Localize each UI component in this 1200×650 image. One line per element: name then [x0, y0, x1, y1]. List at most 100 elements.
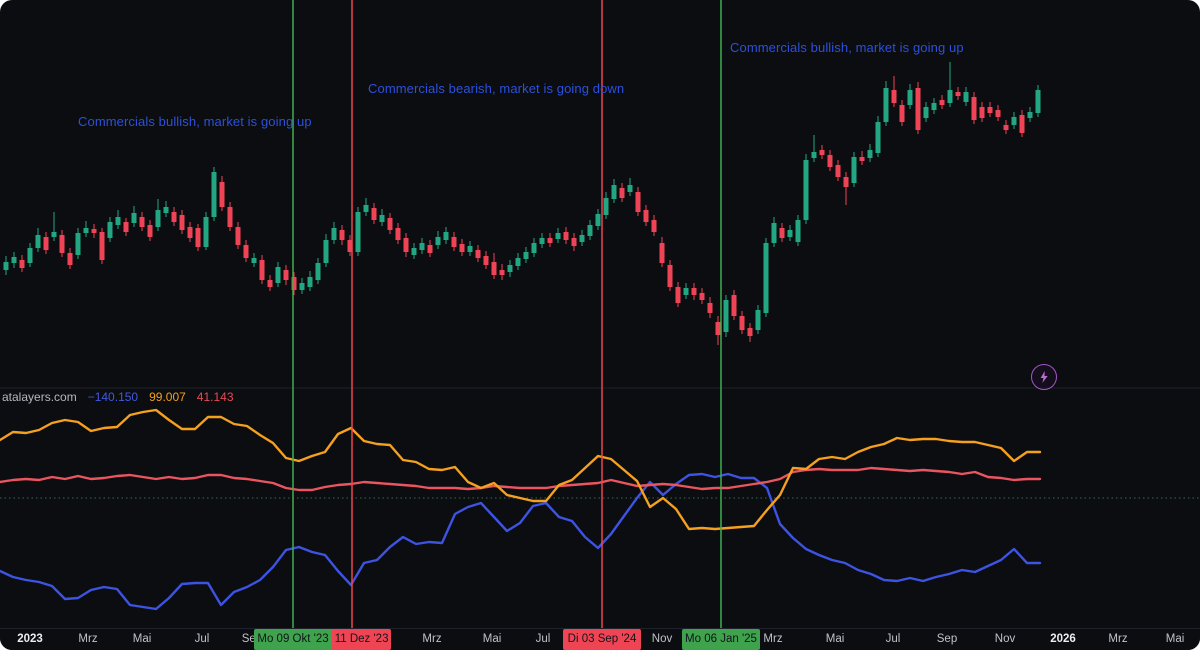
candle-body: [971, 97, 977, 120]
candle-body: [451, 237, 457, 247]
candle-body: [651, 220, 657, 232]
axis-month-label: Mrz: [422, 633, 442, 645]
candle-body: [875, 122, 881, 153]
candle-body: [963, 92, 969, 102]
candle-body: [147, 225, 153, 237]
candle-body: [195, 228, 201, 247]
candle-body: [915, 88, 921, 130]
candle-body: [795, 220, 801, 242]
candle-body: [723, 300, 729, 332]
indicator-value: 99.007: [149, 390, 186, 404]
candle-body: [347, 240, 353, 252]
candle-body: [99, 232, 105, 260]
candle-body: [339, 230, 345, 240]
candle-body: [155, 210, 161, 227]
axis-month-label: Mai: [132, 633, 152, 645]
candle-body: [883, 88, 889, 122]
candle-body: [19, 260, 25, 268]
red-line: [0, 466, 1042, 492]
candle-body: [571, 238, 577, 246]
candle-body: [619, 188, 625, 198]
candle-body: [267, 280, 273, 287]
candle-body: [787, 230, 793, 237]
candle-body: [635, 192, 641, 212]
indicator-source-label: atalayers.com: [2, 390, 77, 404]
axis-month-label: Mai: [482, 633, 502, 645]
candle-body: [131, 213, 137, 223]
candle-body: [251, 258, 257, 263]
candle-body: [819, 150, 825, 155]
candle-body: [275, 267, 281, 283]
candle-body: [299, 283, 305, 290]
candle-body: [835, 165, 841, 177]
candle-body: [731, 295, 737, 316]
lightning-icon: [1036, 369, 1052, 385]
event-date-label[interactable]: Mo 06 Jan '25: [682, 629, 760, 650]
candle-body: [627, 185, 633, 192]
axis-month-label: Mrz: [78, 633, 98, 645]
candle-body: [563, 232, 569, 240]
candle-body: [187, 227, 193, 238]
candle-body: [859, 157, 865, 161]
axis-month-label: Mrz: [1108, 633, 1128, 645]
candle-body: [43, 237, 49, 250]
candle-body: [171, 212, 177, 222]
axis-month-label: Nov: [651, 633, 673, 645]
event-date-label[interactable]: Di 03 Sep '24: [563, 629, 641, 650]
candle-body: [955, 92, 961, 96]
candle-body: [283, 270, 289, 280]
candle-body: [203, 217, 209, 247]
candle-body: [123, 222, 129, 232]
event-date-label[interactable]: Mo 09 Okt '23: [254, 629, 332, 650]
candle-body: [67, 253, 73, 265]
candle-body: [219, 182, 225, 207]
indicator-value: 41.143: [196, 390, 234, 404]
candle-body: [555, 233, 561, 239]
candle-body: [523, 252, 529, 259]
lightning-button[interactable]: [1031, 364, 1057, 390]
candle-body: [259, 260, 265, 280]
candle-body: [683, 288, 689, 295]
candle-body: [35, 235, 41, 248]
candle-body: [691, 288, 697, 295]
candle-body: [395, 228, 401, 240]
candle-body: [1027, 112, 1033, 118]
candle-body: [851, 157, 857, 183]
candle-body: [459, 244, 465, 252]
candle-body: [1011, 117, 1017, 125]
candle-body: [315, 263, 321, 280]
candle-body: [163, 207, 169, 213]
axis-month-label: Jul: [194, 633, 210, 645]
chart-annotation[interactable]: Commercials bullish, market is going up: [730, 40, 964, 55]
candle-body: [947, 90, 953, 103]
axis-year-label: 2026: [1050, 633, 1076, 645]
candle-body: [307, 277, 313, 287]
candle-body: [811, 152, 817, 158]
candle-body: [11, 257, 17, 263]
candle-body: [659, 243, 665, 263]
candle-body: [803, 160, 809, 220]
axis-year-label: 2023: [17, 633, 43, 645]
candles: [3, 62, 1041, 345]
time-axis[interactable]: 2023 Mrz Mai Jul Sep Mrz Mai Jul Nov Mrz Mai Jul Sep…: [0, 628, 1200, 650]
candle-body: [587, 225, 593, 236]
candle-body: [995, 110, 1001, 117]
candle-body: [411, 248, 417, 255]
candle-body: [643, 210, 649, 222]
candle-body: [499, 270, 505, 275]
candle-body: [763, 243, 769, 313]
candle-body: [291, 277, 297, 290]
candle-body: [139, 217, 145, 227]
chart-annotation[interactable]: Commercials bullish, market is going up: [78, 114, 312, 129]
chart-canvas[interactable]: [0, 0, 1200, 628]
candle-body: [923, 107, 929, 118]
chart-annotation[interactable]: Commercials bearish, market is going dow…: [368, 81, 625, 96]
candle-body: [891, 90, 897, 103]
axis-month-label: Sep: [936, 633, 958, 645]
candle-body: [699, 293, 705, 300]
candle-body: [403, 238, 409, 252]
event-date-label[interactable]: Mo 11 Dez '23: [313, 629, 391, 650]
candle-body: [771, 223, 777, 243]
axis-month-label: Jul: [535, 633, 551, 645]
